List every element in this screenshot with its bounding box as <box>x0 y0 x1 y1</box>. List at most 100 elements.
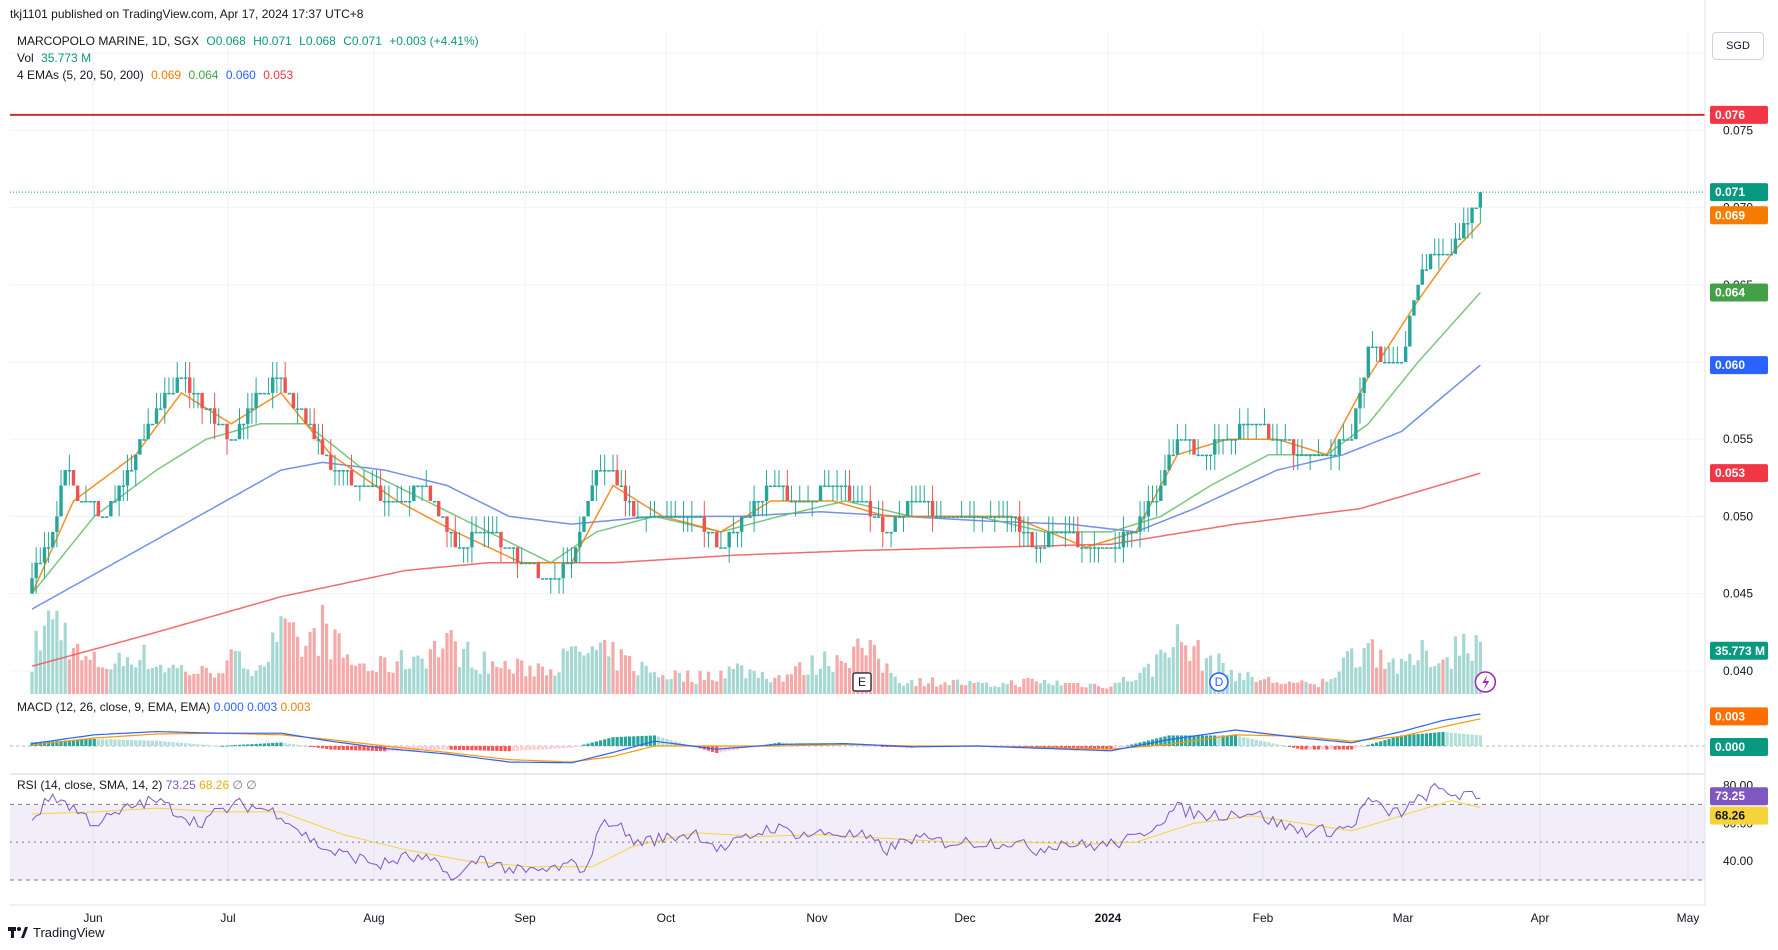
candle-body <box>1117 547 1121 549</box>
ema-legend[interactable]: 4 EMAs (5, 20, 50, 200) 0.069 0.064 0.06… <box>17 67 297 83</box>
volume-label: Vol <box>17 51 34 65</box>
volume-bar <box>1242 679 1246 694</box>
candle-body <box>1395 362 1400 364</box>
macd-histogram-bar <box>1138 742 1142 746</box>
volume-bar <box>1001 682 1005 694</box>
candle-body <box>988 516 993 518</box>
volume-bar <box>213 677 217 694</box>
macd-histogram-bar <box>349 746 354 751</box>
macd-histogram-bar <box>1316 746 1321 750</box>
time-tick-label: Jul <box>220 911 235 925</box>
candle-body <box>1225 439 1229 441</box>
volume-bar <box>34 630 38 694</box>
candle-body <box>744 516 748 518</box>
volume-bar <box>702 679 706 694</box>
candle-body <box>457 547 462 549</box>
macd-histogram-bar <box>80 739 84 746</box>
macd-histogram-bar <box>287 743 291 746</box>
candle-body <box>403 500 408 503</box>
candle-body <box>188 377 192 393</box>
macd-histogram-bar <box>266 743 271 746</box>
volume-bar <box>254 670 258 694</box>
macd-histogram-bar <box>499 746 503 752</box>
candle-body <box>391 500 395 503</box>
macd-histogram-bar <box>358 746 362 751</box>
volume-bar <box>1453 636 1458 694</box>
macd-histogram-bar <box>889 746 893 747</box>
candle-body <box>939 516 943 518</box>
candle-body <box>129 470 134 472</box>
volume-bar <box>1076 682 1080 694</box>
candle-body <box>673 516 677 518</box>
volume-bar <box>171 664 175 694</box>
candle-body <box>856 500 860 503</box>
volume-bar <box>1379 649 1383 694</box>
volume-bar <box>681 681 686 694</box>
macd-histogram-bar <box>1059 746 1063 749</box>
rsi-legend[interactable]: RSI (14, close, SMA, 14, 2) 73.25 68.26 … <box>17 778 257 792</box>
symbol-legend[interactable]: MARCOPOLO MARINE, 1D, SGX O0.068 H0.071 … <box>17 33 483 49</box>
macd-histogram-bar <box>1383 740 1387 746</box>
currency-button[interactable]: SGD <box>1712 32 1764 60</box>
candle-body <box>1059 531 1063 534</box>
candle-body <box>1200 454 1204 457</box>
candle-body <box>681 516 686 518</box>
candle-body <box>287 392 291 395</box>
candle-body <box>1146 500 1151 517</box>
volume-bar <box>1013 685 1018 694</box>
candle-body <box>1030 531 1034 548</box>
candle-body <box>1453 238 1458 254</box>
macd-histogram-bar <box>486 746 491 751</box>
time-tick-label: Sep <box>514 911 536 925</box>
candle-body <box>752 500 756 517</box>
volume-bar <box>1117 682 1121 694</box>
volume-bar <box>818 668 823 694</box>
candle-body <box>1022 531 1026 534</box>
candle-body <box>897 516 902 518</box>
candle-body <box>578 531 582 548</box>
candle-body <box>1403 346 1408 362</box>
volume-bar <box>1200 670 1204 694</box>
macd-histogram-bar <box>134 740 138 746</box>
candle-body <box>1254 423 1258 426</box>
candle-body <box>1370 346 1375 349</box>
volume-bar <box>528 665 532 694</box>
volume-bar <box>1233 681 1238 694</box>
macd-histogram-bar <box>1163 736 1167 746</box>
macd-histogram-bar <box>225 745 229 747</box>
volume-bar <box>1059 685 1063 694</box>
candle-body <box>619 485 623 488</box>
candle-body <box>1246 423 1250 426</box>
volume-bar <box>810 655 814 694</box>
volume-bar <box>1271 683 1275 694</box>
candle-body <box>885 531 889 534</box>
rsi-label: RSI (14, close, SMA, 14, 2) <box>17 778 163 792</box>
macd-histogram-bar <box>1167 735 1171 746</box>
candle-body <box>789 500 794 503</box>
candle-body <box>246 408 250 424</box>
volume-bar <box>1188 660 1192 694</box>
macd-histogram-bar <box>345 746 349 751</box>
volume-bar <box>445 632 449 694</box>
candle-body <box>557 578 561 580</box>
volume-bar <box>233 650 237 694</box>
volume-legend[interactable]: Vol 35.773 M <box>17 50 95 66</box>
rsi-axis-label-bg <box>1710 787 1768 806</box>
volume-bar <box>972 683 976 694</box>
macd-histogram-bar <box>470 746 474 751</box>
macd-histogram-bar <box>449 746 453 750</box>
candle-body <box>1300 454 1304 457</box>
volume-bar <box>1345 651 1350 694</box>
candle-body <box>46 547 51 549</box>
macd-histogram-bar <box>71 740 76 746</box>
candle-body <box>1005 516 1009 518</box>
volume-bar <box>773 677 777 694</box>
candle-body <box>1163 470 1167 486</box>
candle-body <box>217 423 221 426</box>
volume-bar <box>42 625 47 694</box>
axis-price-label-bg <box>1710 283 1768 302</box>
candle-body <box>358 485 362 488</box>
macd-legend[interactable]: MACD (12, 26, close, 9, EMA, EMA) 0.000 … <box>17 700 311 714</box>
volume-bar <box>785 674 789 694</box>
